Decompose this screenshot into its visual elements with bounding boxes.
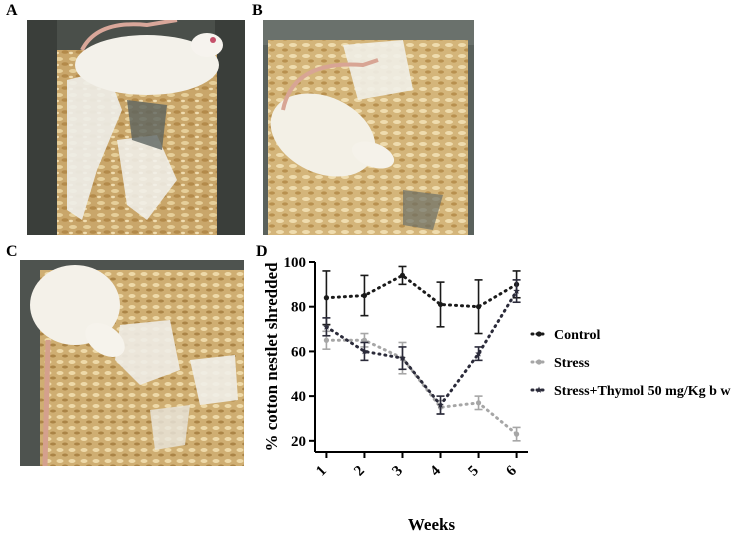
data-point [513, 287, 520, 294]
series-line-0 [324, 273, 519, 309]
x-axis-title: Weeks [408, 515, 456, 534]
data-point [399, 354, 406, 361]
x-tick-label: 5 [465, 463, 482, 480]
y-tick-label: 20 [291, 434, 306, 450]
x-tick-label: 4 [427, 463, 444, 480]
data-point [437, 301, 444, 308]
photo-b-rat-nest [263, 20, 474, 235]
data-point [437, 401, 444, 408]
panel-label-d: D [256, 243, 268, 260]
data-point [475, 400, 482, 406]
x-tick-label: 6 [503, 463, 520, 480]
rat-photo-icon [263, 20, 474, 235]
data-point [323, 323, 330, 330]
legend-marker [535, 386, 543, 393]
x-tick-label: 2 [351, 463, 368, 480]
legend-marker [536, 331, 542, 337]
data-point [399, 272, 406, 279]
panel-label-c: C [6, 243, 18, 260]
data-point [475, 350, 482, 357]
photo-a-rat-nest [27, 20, 245, 235]
nestlet-shredding-chart: 20 40 60 80 100 1 2 3 4 5 6 Control Stress Stress+Th… [262, 255, 731, 534]
x-tick-label: 3 [389, 463, 406, 480]
rat-photo-icon [20, 260, 244, 466]
series-line-2 [324, 289, 519, 408]
chart-legend: Control Stress Stress+Thymol 50 mg/Kg b w [530, 328, 731, 399]
rat-photo-icon [27, 20, 245, 235]
chart-series [322, 265, 521, 442]
data-point [323, 295, 330, 301]
legend-label: Stress+Thymol 50 mg/Kg b w [554, 384, 731, 399]
x-tick-label: 1 [313, 463, 330, 480]
y-axis-title: % cotton nestlet shredded [262, 262, 281, 452]
data-point [475, 304, 482, 310]
y-tick-label: 80 [291, 300, 306, 316]
data-point [361, 292, 368, 299]
series-line-1 [324, 338, 519, 436]
legend-label: Control [554, 328, 601, 343]
y-tick-label: 40 [291, 389, 306, 405]
data-point [323, 337, 330, 343]
data-point [513, 431, 520, 437]
chart-axes: 20 40 60 80 100 1 2 3 4 5 6 [284, 255, 528, 480]
legend-label: Stress [554, 356, 590, 371]
legend-marker [536, 359, 542, 365]
photo-c-rat-nest [20, 260, 244, 466]
panel-label-a: A [6, 2, 18, 19]
panel-label-b: B [252, 2, 263, 19]
y-tick-label: 60 [291, 344, 306, 360]
data-point [361, 347, 368, 355]
y-tick-label: 100 [284, 255, 307, 271]
data-point [361, 337, 368, 343]
